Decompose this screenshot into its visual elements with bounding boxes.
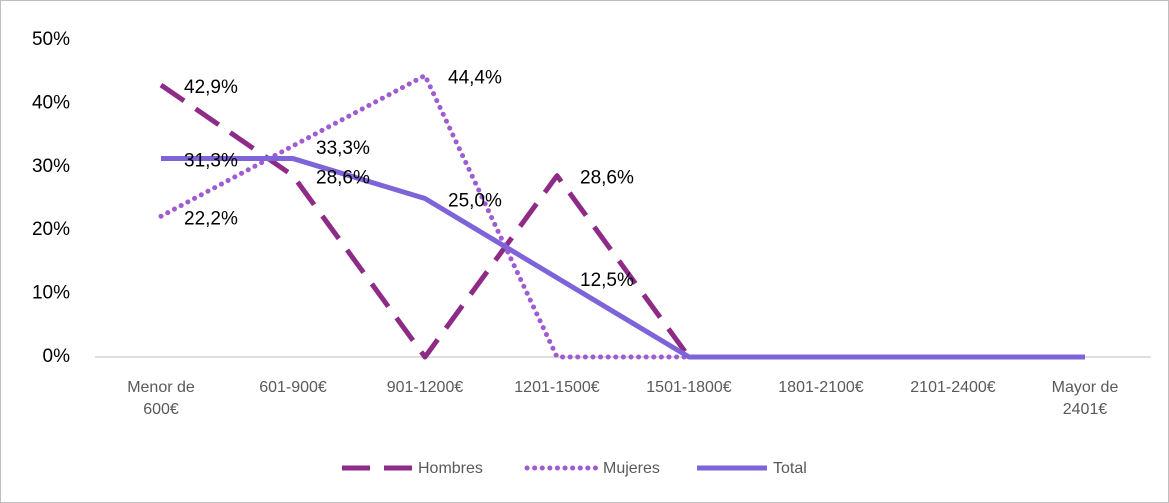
x-tick-label: 1801-2100€ xyxy=(778,379,864,396)
data-label: 44,4% xyxy=(448,68,502,89)
x-tick-label: 1501-1800€ xyxy=(646,379,732,396)
y-tick-label: 50% xyxy=(32,29,70,50)
x-tick-label: 2101-2400€ xyxy=(910,379,996,396)
x-tick-label: 901-1200€ xyxy=(386,379,464,396)
data-label: 22,2% xyxy=(184,208,238,229)
y-tick-label: 0% xyxy=(43,346,71,367)
series-line xyxy=(161,156,1085,360)
legend-label: Mujeres xyxy=(603,460,660,477)
data-label: 31,3% xyxy=(184,151,238,172)
data-label: 42,9% xyxy=(184,77,238,98)
x-tick-label: Menor de 600€ xyxy=(127,379,195,418)
data-label: 12,5% xyxy=(580,270,634,291)
y-tick-label: 40% xyxy=(32,92,70,113)
x-tick-label: Mayor de 2401€ xyxy=(1051,379,1119,418)
data-label: 28,6% xyxy=(580,168,634,189)
legend-label: Hombres xyxy=(418,460,483,477)
series-line xyxy=(158,73,1088,360)
legend-label: Total xyxy=(773,460,807,477)
y-tick-label: 30% xyxy=(32,156,70,177)
y-tick-label: 20% xyxy=(32,219,70,240)
data-label: 28,6% xyxy=(316,168,370,189)
data-label: 33,3% xyxy=(316,138,370,159)
data-label: 25,0% xyxy=(448,191,502,212)
x-tick-label: 1201-1500€ xyxy=(514,379,600,396)
x-tick-label: 601-900€ xyxy=(259,379,327,396)
y-tick-label: 10% xyxy=(32,283,70,304)
